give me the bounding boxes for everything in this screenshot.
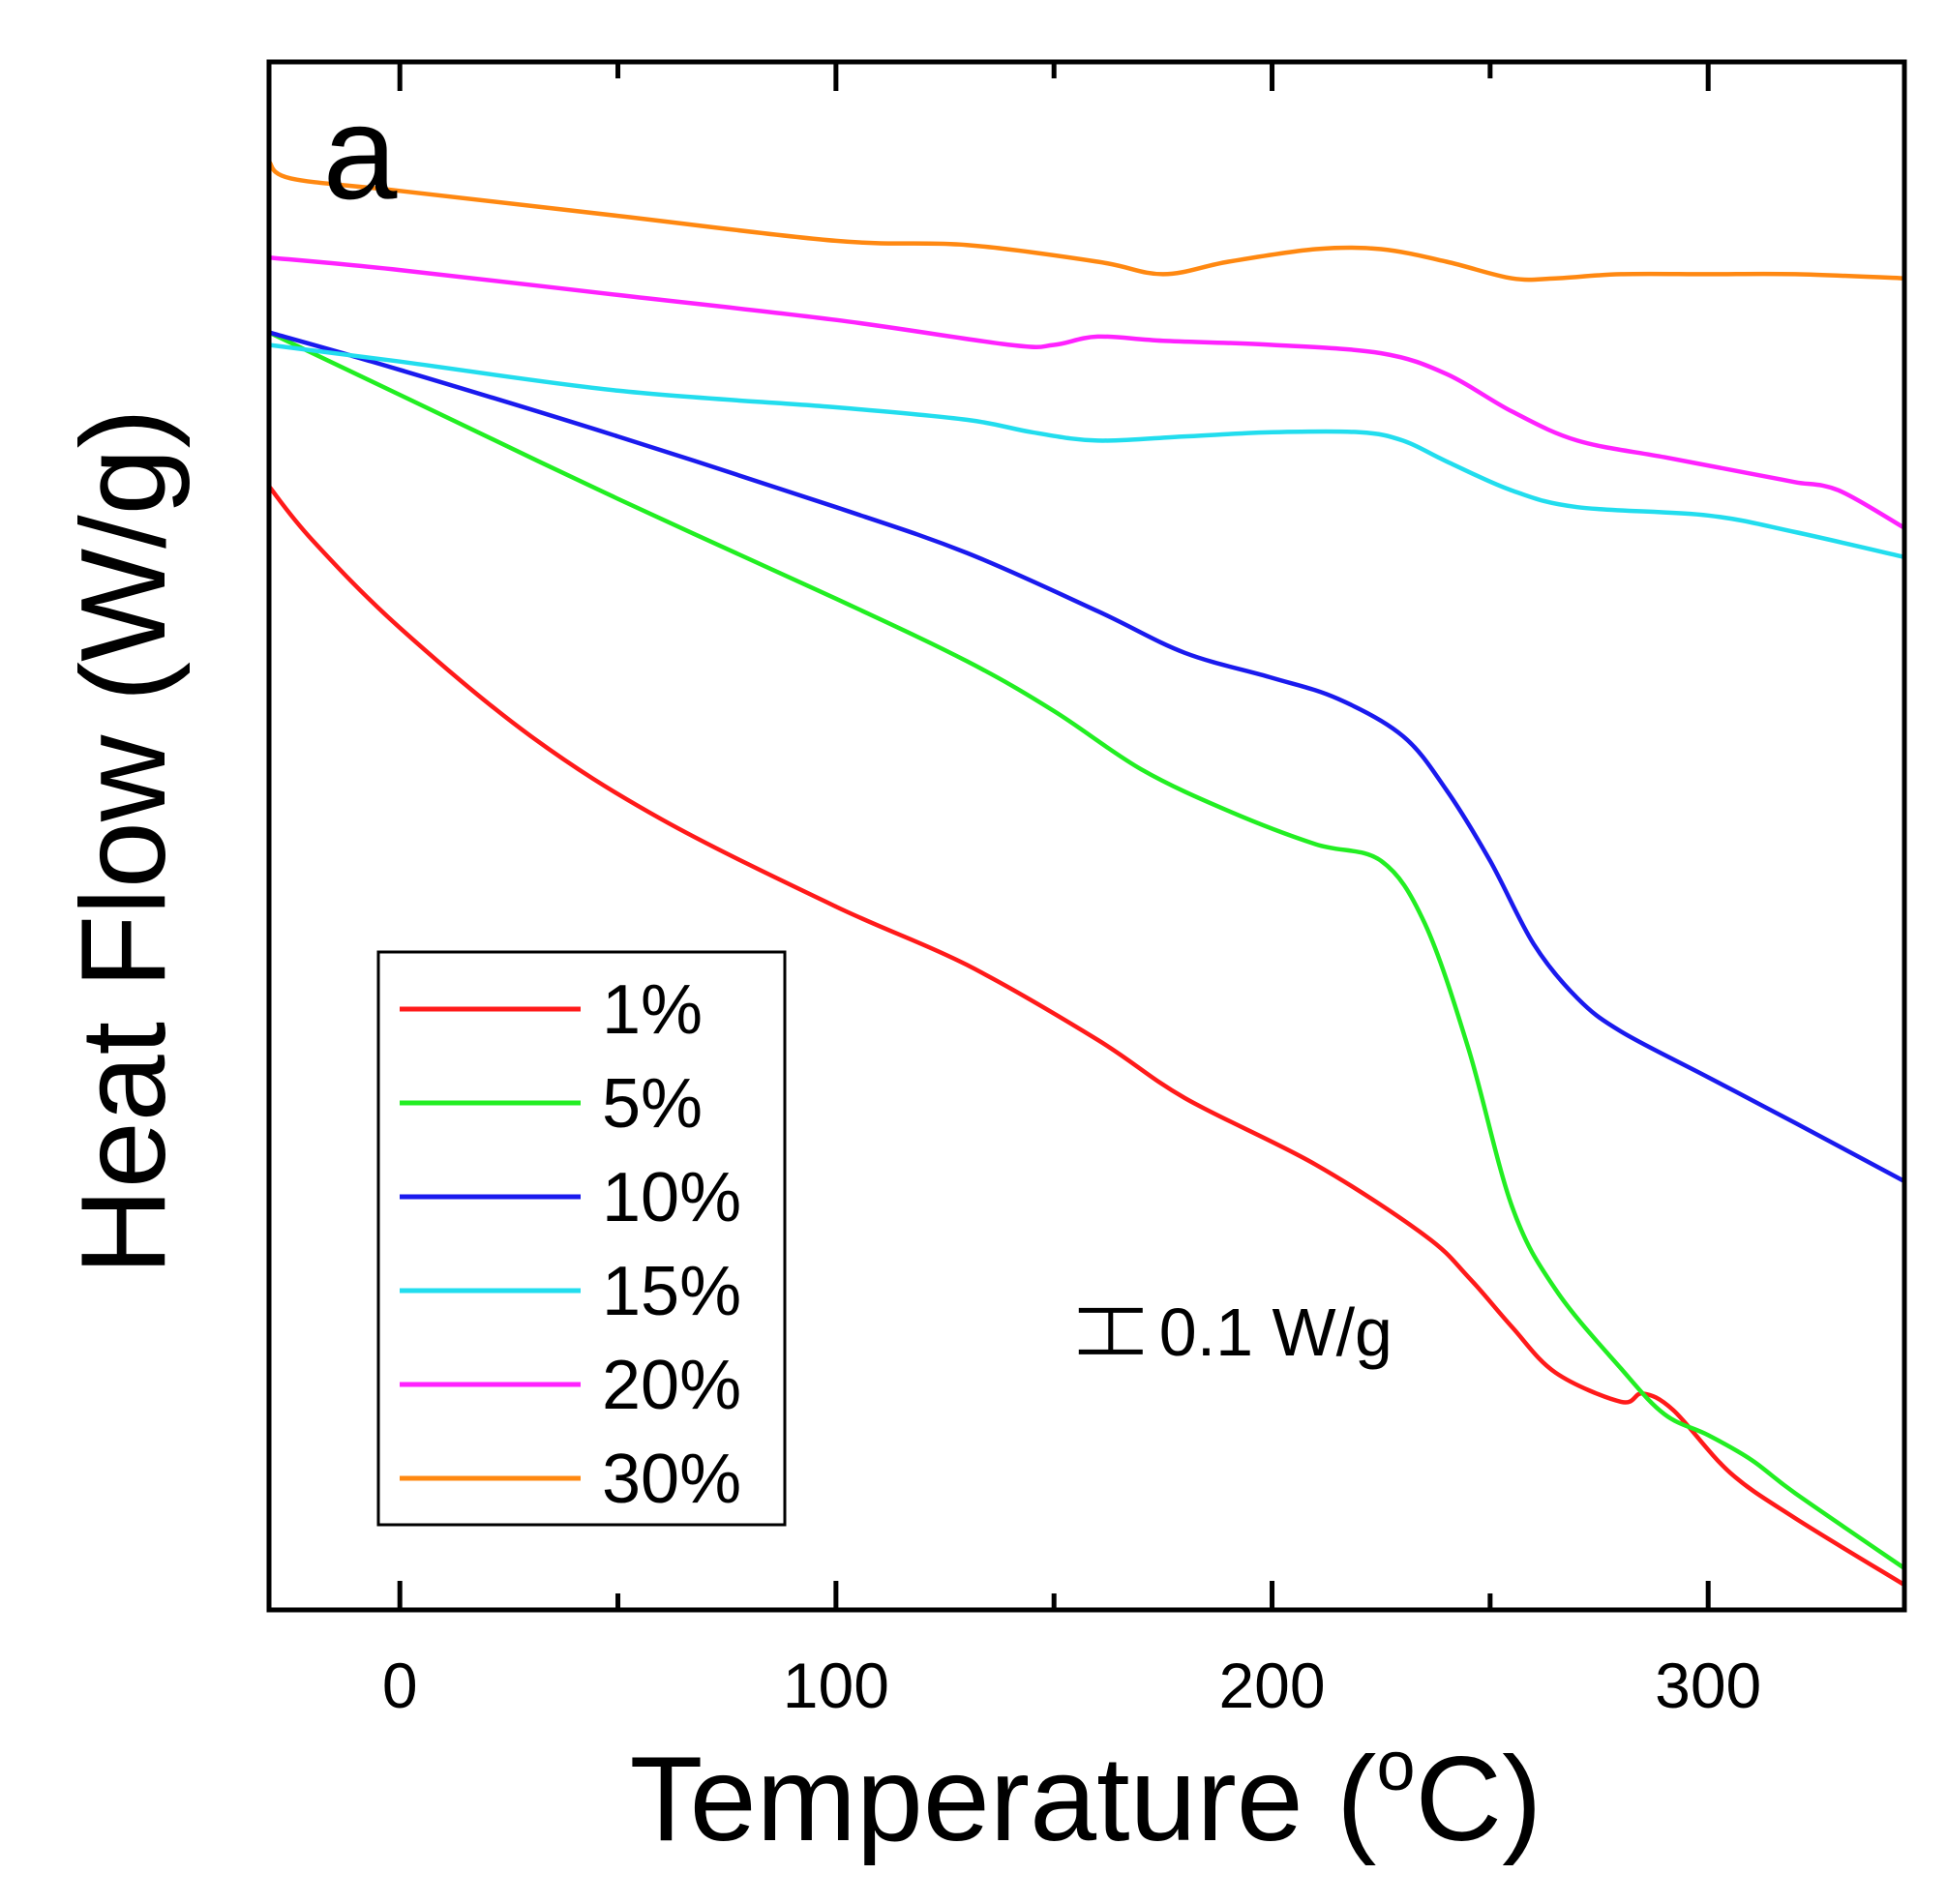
y-axis-title: Heat Flow (W/g) xyxy=(57,408,191,1275)
x-tick-labels: 0 100 200 300 xyxy=(382,1650,1761,1721)
series-line-20pct xyxy=(266,254,1907,530)
legend-label: 5% xyxy=(602,1065,703,1143)
x-axis-title-text: Temperature ( xyxy=(630,1733,1377,1866)
series-line-5pct xyxy=(266,330,1907,1571)
legend-label: 15% xyxy=(602,1253,741,1330)
tick-layer xyxy=(397,62,1711,1610)
scale-bar: 0.1 W/g xyxy=(1078,1294,1393,1370)
legend: 1% 5% 10% 15% 20% 30% xyxy=(376,950,787,1527)
series-line-10pct xyxy=(266,330,1907,1184)
legend-label: 1% xyxy=(602,971,703,1049)
legend-items: 1% 5% 10% 15% 20% 30% xyxy=(400,971,741,1518)
plot-frame xyxy=(266,59,1907,1613)
x-axis-title-degree: o xyxy=(1376,1728,1415,1805)
series-line-1pct xyxy=(266,484,1907,1588)
series-line-30pct xyxy=(266,159,1907,283)
x-tick-label: 100 xyxy=(783,1650,889,1721)
legend-label: 30% xyxy=(602,1441,741,1518)
panel-label: a xyxy=(323,78,398,227)
legend-label: 10% xyxy=(602,1159,741,1236)
series-layer xyxy=(266,159,1907,1588)
x-axis-title-unit: C) xyxy=(1416,1733,1543,1866)
legend-label: 20% xyxy=(602,1347,741,1424)
legend-box xyxy=(376,950,787,1527)
scale-bar-label: 0.1 W/g xyxy=(1159,1294,1393,1370)
x-tick-label: 300 xyxy=(1655,1650,1761,1721)
x-tick-label: 0 xyxy=(382,1650,418,1721)
x-tick-label: 200 xyxy=(1218,1650,1325,1721)
x-axis-title: Temperature (oC) xyxy=(630,1728,1543,1866)
series-line-15pct xyxy=(266,342,1907,560)
